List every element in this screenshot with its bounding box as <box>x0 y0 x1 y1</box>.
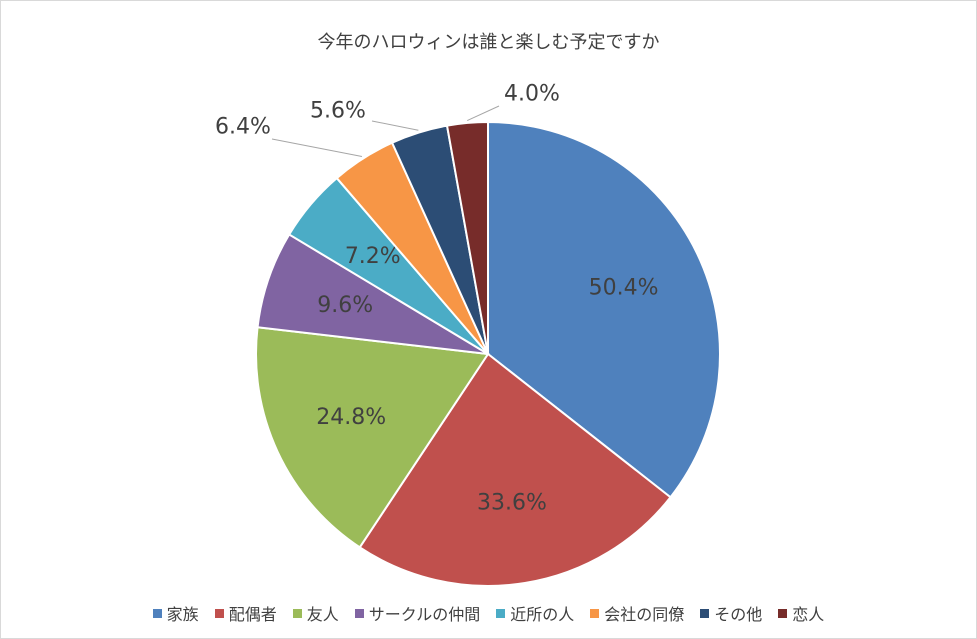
legend-label-8: 恋人 <box>792 605 825 624</box>
data-label-5: 7.2% <box>345 244 401 269</box>
legend-swatch-6 <box>590 608 600 618</box>
legend-label-3: 友人 <box>306 605 339 624</box>
legend-label-5: 近所の人 <box>510 605 575 624</box>
legend-swatch-2 <box>214 608 224 618</box>
legend-swatch-5 <box>496 608 506 618</box>
leader-line-8 <box>467 105 500 122</box>
legend-item-8: 恋人 <box>778 601 824 625</box>
leader-line-7 <box>371 120 419 131</box>
legend-item-5: 近所の人 <box>496 601 574 625</box>
data-label-7: 5.6% <box>310 99 366 124</box>
pie-slice-1 <box>487 120 721 499</box>
data-label-6: 6.4% <box>215 115 271 140</box>
legend-label-4: サークルの仲間 <box>368 605 481 624</box>
data-label-1: 50.4% <box>589 276 659 301</box>
leader-line-6 <box>271 138 363 157</box>
data-label-4: 9.6% <box>317 293 373 318</box>
legend-swatch-8 <box>778 608 788 618</box>
legend-item-7: その他 <box>700 601 762 625</box>
legend-label-7: その他 <box>714 605 763 624</box>
legend-label-2: 配偶者 <box>228 605 277 624</box>
data-label-8: 4.0% <box>504 82 560 107</box>
legend: 家族 配偶者 友人 サークルの仲間 近所の人 会社の同僚 その他 恋人 <box>0 601 977 625</box>
legend-item-1: 家族 <box>152 601 199 625</box>
legend-label-6: 会社の同僚 <box>604 605 685 624</box>
data-label-3: 24.8% <box>316 405 386 430</box>
data-label-2: 33.6% <box>477 490 547 515</box>
pie-slice-3 <box>255 326 490 549</box>
legend-item-4: サークルの仲間 <box>354 601 481 625</box>
pie-slice-8 <box>445 120 489 355</box>
pie-slice-2 <box>358 352 672 588</box>
legend-item-3: 友人 <box>292 601 339 625</box>
legend-swatch-7 <box>700 608 710 618</box>
legend-item-2: 配偶者 <box>214 601 277 625</box>
legend-label-1: 家族 <box>166 605 199 624</box>
legend-swatch-4 <box>354 608 364 618</box>
legend-swatch-3 <box>292 608 302 618</box>
legend-swatch-1 <box>152 608 162 618</box>
legend-item-6: 会社の同僚 <box>590 601 684 625</box>
chart-title: 今年のハロウィンは誰と楽しむ予定ですか <box>317 32 660 53</box>
